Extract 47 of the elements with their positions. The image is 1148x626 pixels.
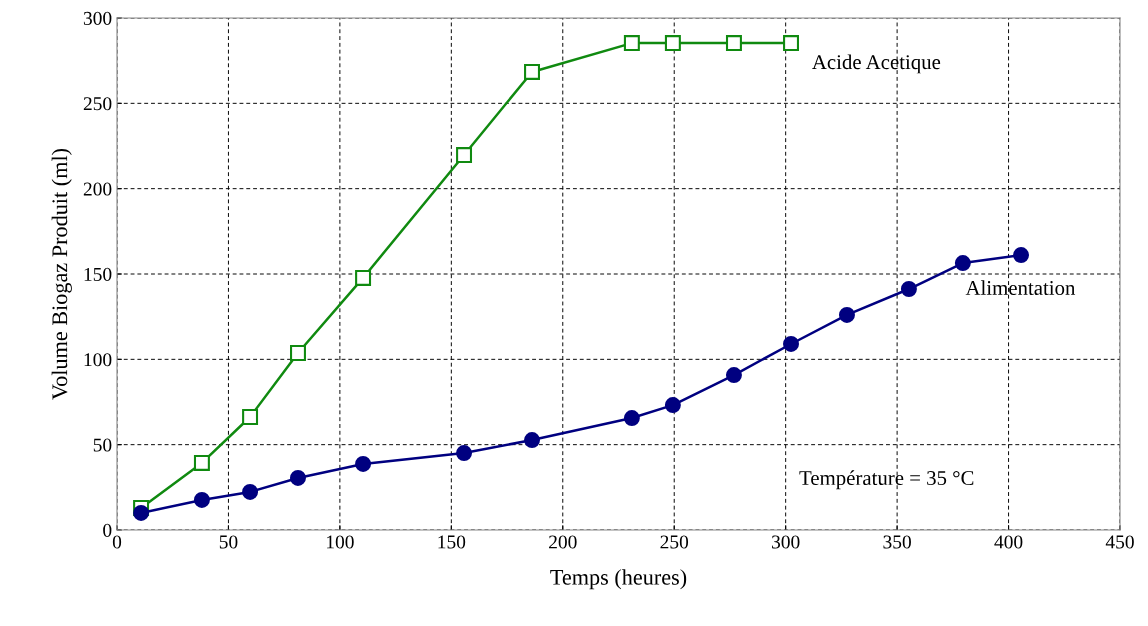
point [623,35,640,52]
x-tick-label: 50 [219,535,238,549]
x-tick-label: 350 [883,535,911,549]
point [290,469,306,486]
x-tick-label: 0 [112,535,122,549]
point [355,455,372,472]
point [290,345,306,361]
y-tick-label: 50 [93,438,112,452]
point [193,491,210,508]
point [725,367,742,384]
point [193,454,210,471]
point [242,409,259,425]
x-tick-label: 250 [660,535,689,549]
point [725,35,742,52]
series-label: Alimentation [965,280,1076,295]
point [783,335,799,352]
point [954,255,971,272]
point [355,269,372,286]
point [664,35,681,52]
series-label: Acide Acetique [812,54,941,74]
point [456,445,473,462]
y-tick-label: 300 [83,11,112,25]
point [900,281,917,297]
point [838,306,855,323]
x-tick-label: 450 [1105,535,1134,549]
x-tick-label: 200 [549,535,577,549]
x-tick-label: 300 [772,535,800,549]
point [524,432,540,449]
x-axis-title: Temps (heures) [550,569,687,590]
x-tick-label: 100 [327,535,354,549]
point [783,35,799,52]
y-tick-label: 200 [83,182,112,196]
y-tick-label: 150 [84,267,112,281]
y-axis-title: Volume Biogaz Produit (ml) [51,148,72,400]
x-tick-label: 400 [994,535,1023,549]
y-tick-label: 250 [83,97,112,111]
x-tick-label: 150 [438,535,466,549]
point [242,483,259,500]
point [664,397,681,414]
y-tick-label: 100 [84,353,112,367]
y-tick-label: 0 [103,523,112,537]
point [524,63,540,80]
point [623,410,640,427]
point [133,504,150,521]
annotation: Température = 35 °C [799,470,974,490]
point [1013,247,1030,264]
point [456,147,473,164]
